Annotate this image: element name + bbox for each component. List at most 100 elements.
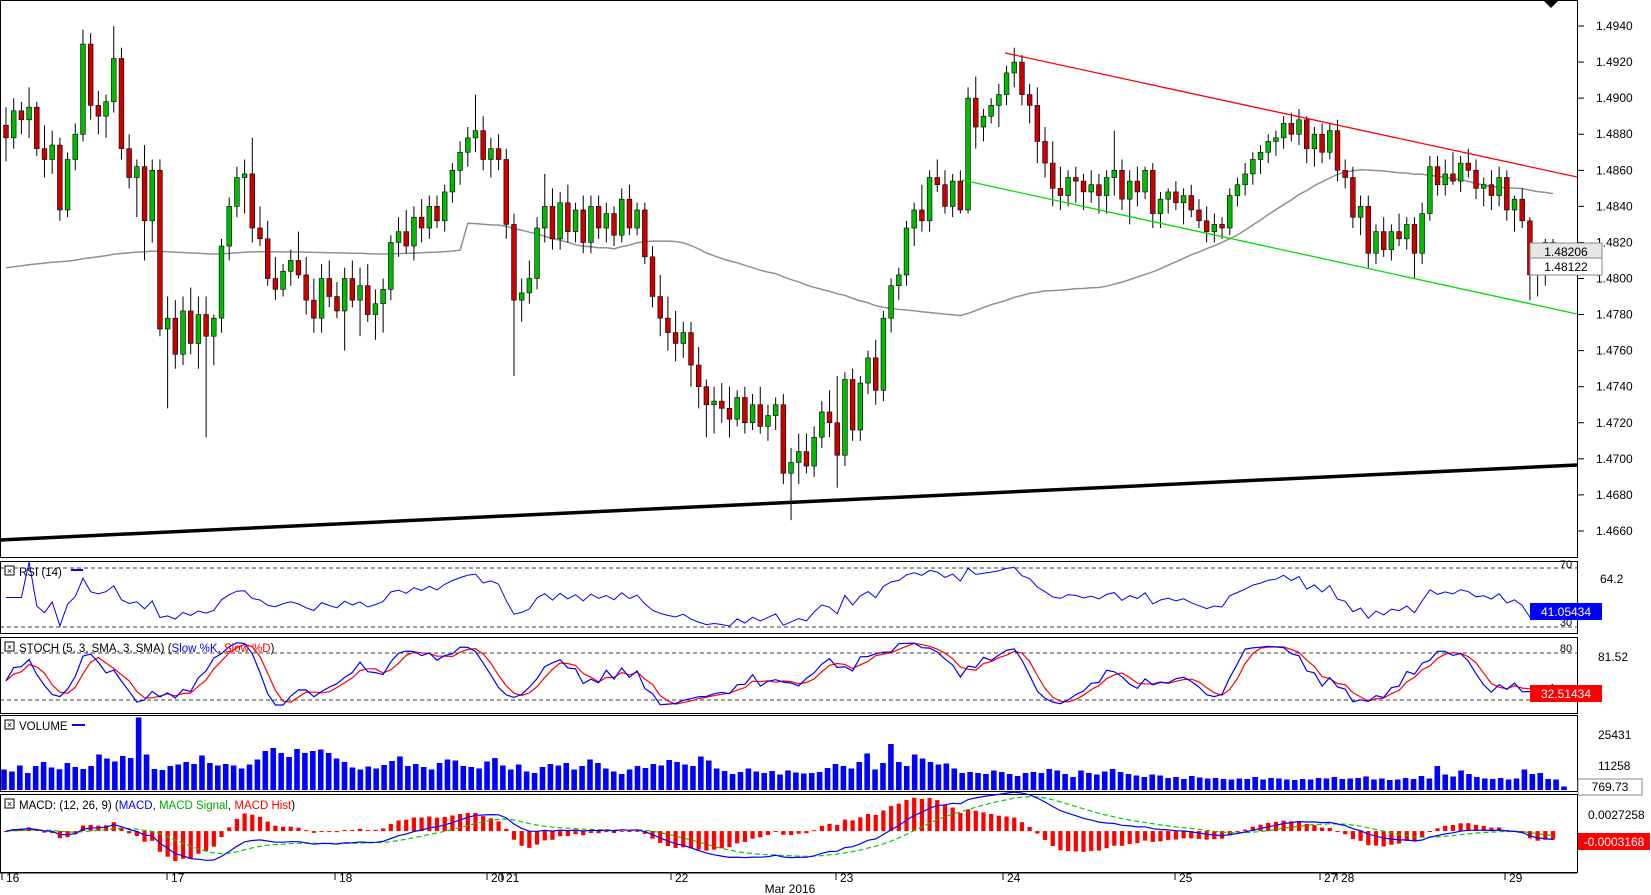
volume-bar [333, 758, 340, 790]
macd-hist-bar [288, 826, 293, 832]
stoch-collapse-icon[interactable]: × [7, 642, 12, 652]
macd-hist-bar [542, 831, 547, 841]
macd-hist-bar [1450, 824, 1456, 832]
volume-bar [40, 762, 47, 790]
macd-hist-bar [1389, 831, 1394, 845]
volume-bar [1276, 778, 1282, 790]
volume-bar [1109, 769, 1116, 790]
candle-bullish [1357, 206, 1364, 218]
volume-collapse-icon[interactable]: × [7, 720, 12, 730]
candle-bullish [557, 202, 563, 240]
macd-hist-bar [681, 831, 686, 848]
macd-hist-bar [1181, 831, 1186, 839]
volume-bar [832, 764, 839, 790]
macd-hist-bar [981, 812, 986, 832]
candle-bearish [549, 206, 556, 240]
candle-bullish [380, 289, 386, 305]
volume-bar [381, 765, 387, 790]
candle-bearish [1434, 166, 1441, 186]
candle-bullish [218, 245, 225, 319]
rsi-title: RSI (14) [19, 567, 62, 579]
candle-bullish [1296, 119, 1302, 135]
volume-bar [500, 765, 506, 790]
macd-collapse-icon[interactable]: × [7, 799, 12, 809]
candle-bearish [834, 422, 840, 456]
candle-bearish [295, 260, 302, 276]
rsi-collapse-icon[interactable]: × [7, 566, 12, 576]
macd-hist-bar [881, 810, 886, 832]
price-tick-label: 1.4680 [1596, 488, 1633, 502]
macd-hist-bar [296, 827, 301, 832]
volume-bar [674, 762, 680, 790]
volume-title: VOLUME [19, 721, 68, 733]
candle-bearish [311, 299, 317, 319]
rsi-panel: 70 30 64.2 × RSI (14) 41.05434 [0, 559, 1624, 634]
volume-bar [998, 772, 1005, 790]
stoch-collapse-box[interactable] [4, 641, 15, 652]
candle-bullish [619, 198, 625, 236]
volume-bar [1046, 769, 1053, 790]
volume-bar [294, 749, 300, 790]
volume-bar [349, 767, 356, 790]
volume-collapse-box[interactable] [4, 719, 15, 730]
chart-scroll-marker[interactable] [1543, 0, 1559, 8]
candle-bullish [1404, 224, 1410, 240]
macd-hist-bar [665, 831, 671, 846]
macd-hist-bar [642, 831, 647, 834]
macd-hist-bar [1427, 831, 1432, 833]
candle-bearish [726, 408, 733, 420]
candle-bearish [249, 173, 255, 229]
volume-bar [104, 758, 110, 790]
volume-bar [626, 769, 633, 790]
macd-hist-bar [927, 798, 932, 832]
candle-bullish [926, 177, 933, 222]
macd-hist-bar [1035, 831, 1040, 834]
macd-hist-bar [873, 814, 878, 832]
candle-bullish [357, 285, 363, 301]
macd-hist-bar [511, 831, 517, 840]
candle-bullish [234, 177, 240, 207]
volume-bar [721, 771, 728, 790]
candle-bullish [241, 173, 248, 178]
macd-hist-bar [388, 823, 393, 832]
price-tick-label: 1.4780 [1596, 308, 1633, 322]
macd-hist-bar [234, 818, 240, 832]
volume-bar [1117, 772, 1124, 790]
volume-bar [1165, 778, 1171, 790]
candle-bullish [1227, 195, 1233, 229]
candle-bearish [649, 256, 656, 297]
candle-bearish [1026, 94, 1033, 106]
candle-bullish [518, 292, 525, 301]
candle-bearish [503, 159, 509, 225]
macd-hist-bar [173, 831, 178, 862]
volume-bar [975, 773, 981, 790]
candle-bearish [1288, 123, 1295, 135]
candle-bullish [1327, 130, 1333, 153]
candle-bearish [203, 314, 209, 337]
volume-bar [405, 766, 411, 790]
volume-bar [801, 773, 807, 790]
candle-bullish [680, 332, 686, 344]
volume-bar [1173, 777, 1179, 790]
x-tick-label: 23 [840, 871, 854, 885]
candle-bearish [95, 105, 102, 117]
candle-bearish [1365, 206, 1371, 254]
macd-hist-bar [688, 831, 694, 849]
candle-bullish [711, 400, 717, 406]
candle-bearish [87, 43, 94, 106]
candle-bearish [957, 180, 964, 211]
macd-hist-bar [658, 831, 663, 843]
volume-bar [183, 762, 189, 790]
macd-collapse-box[interactable] [4, 798, 15, 809]
macd-hist-bar [1096, 831, 1102, 851]
macd-hist-bar [265, 821, 270, 832]
volume-bar [1418, 776, 1425, 790]
macd-hist-bar [219, 831, 224, 838]
volume-bars [1, 717, 1567, 790]
macd-hist-bar [180, 831, 186, 859]
macd-hist-bar [257, 816, 263, 832]
rsi-collapse-box[interactable] [4, 565, 15, 576]
candle-bullish [1065, 177, 1071, 196]
volume-bar [199, 755, 205, 790]
volume-bar [215, 765, 221, 790]
